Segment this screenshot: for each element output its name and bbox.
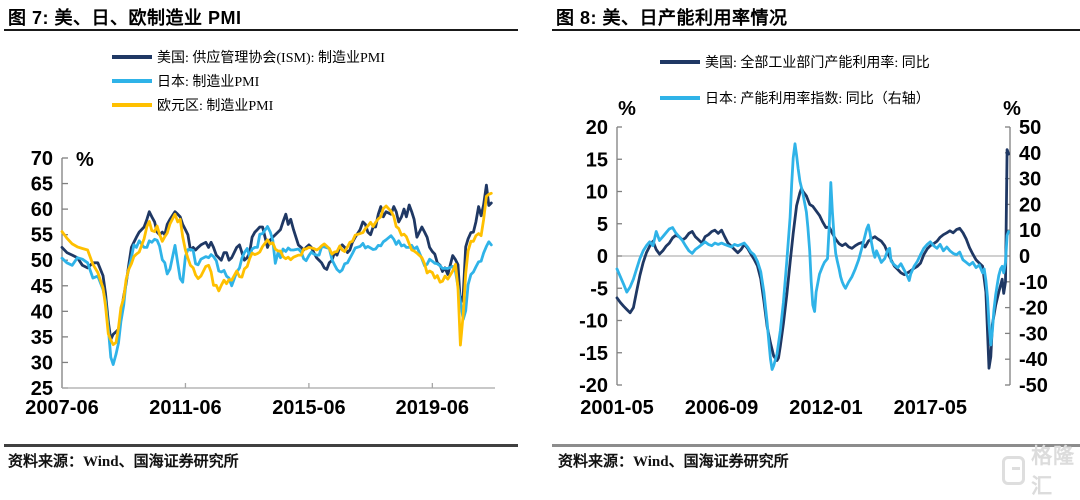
legend-label: 欧元区: 制造业PMI (157, 99, 274, 114)
svg-text:2007-06: 2007-06 (25, 397, 98, 419)
svg-text:45: 45 (31, 276, 53, 298)
figure7-source: 资料来源：Wind、国海证券研究所 (8, 454, 239, 470)
svg-text:25: 25 (31, 378, 53, 400)
svg-text:-20: -20 (1019, 298, 1048, 320)
svg-text:35: 35 (31, 327, 53, 349)
figure7-legend: 美国: 供应管理协会(ISM): 制造业PMI 日本: 制造业PMI 欧元区: … (112, 45, 385, 117)
legend-label: 日本: 制造业PMI (157, 75, 260, 90)
svg-text:-5: -5 (590, 278, 608, 300)
figure8-source-rule (552, 444, 1080, 447)
figure7-title-rule (4, 29, 518, 31)
svg-text:10: 10 (586, 182, 608, 204)
svg-text:40: 40 (1019, 143, 1041, 165)
svg-text:10: 10 (1019, 220, 1041, 242)
legend-label: 美国: 供应管理协会(ISM): 制造业PMI (157, 51, 385, 66)
svg-text:0: 0 (597, 246, 608, 268)
figure8-title-rule (552, 29, 1080, 31)
svg-text:2006-09: 2006-09 (685, 397, 758, 419)
figure8-source: 资料来源：Wind、国海证券研究所 (558, 454, 789, 470)
svg-text:2001-05: 2001-05 (580, 397, 653, 419)
svg-text:20: 20 (1019, 194, 1041, 216)
svg-text:2017-05: 2017-05 (894, 397, 967, 419)
legend-item-eurozone-pmi: 欧元区: 制造业PMI (112, 93, 385, 117)
svg-text:2011-06: 2011-06 (149, 397, 221, 419)
svg-text:40: 40 (31, 301, 53, 323)
figure8-title: 图 8: 美、日产能利用率情况 (556, 8, 788, 28)
svg-text:-40: -40 (1019, 349, 1048, 371)
svg-text:20: 20 (586, 117, 608, 139)
svg-text:%: % (76, 149, 94, 171)
eurozone-line-swatch (112, 103, 152, 107)
us-line-swatch (660, 60, 700, 64)
figure8-legend: 美国: 全部工业部门产能利用率: 同比 日本: 产能利用率指数: 同比（右轴） (660, 50, 930, 110)
svg-text:70: 70 (31, 148, 53, 170)
svg-text:2019-06: 2019-06 (396, 397, 469, 419)
legend-label: 美国: 全部工业部门产能利用率: 同比 (705, 56, 930, 71)
figure7-source-rule (4, 444, 518, 447)
svg-text:-30: -30 (1019, 323, 1048, 345)
legend-item-japan-capacity: 日本: 产能利用率指数: 同比（右轴） (660, 86, 930, 110)
svg-text:30: 30 (31, 352, 53, 374)
legend-item-us-ism: 美国: 供应管理协会(ISM): 制造业PMI (112, 45, 385, 69)
svg-text:-20: -20 (579, 375, 608, 397)
us-line-swatch (112, 55, 152, 59)
figure7-panel: 图 7: 美、日、欧制造业 PMI 美国: 供应管理协会(ISM): 制造业PM… (0, 0, 530, 476)
svg-text:%: % (618, 98, 636, 120)
japan-line-swatch (112, 79, 152, 83)
svg-text:-10: -10 (1019, 272, 1048, 294)
svg-text:2015-06: 2015-06 (272, 397, 345, 419)
legend-label: 日本: 产能利用率指数: 同比（右轴） (705, 92, 930, 107)
svg-text:65: 65 (31, 174, 53, 196)
svg-text:30: 30 (1019, 169, 1041, 191)
svg-text:50: 50 (1019, 117, 1041, 139)
legend-item-us-capacity: 美国: 全部工业部门产能利用率: 同比 (660, 50, 930, 74)
svg-text:-10: -10 (579, 311, 608, 333)
svg-text:0: 0 (1019, 246, 1030, 268)
legend-item-japan-pmi: 日本: 制造业PMI (112, 69, 385, 93)
capacity-utilization-chart: 20151050-5-10-15-2050403020100-10-20-30-… (579, 98, 1048, 419)
svg-text:-15: -15 (579, 343, 608, 365)
svg-text:5: 5 (597, 214, 608, 236)
svg-text:15: 15 (586, 149, 608, 171)
svg-text:55: 55 (31, 225, 53, 247)
svg-text:-50: -50 (1019, 375, 1048, 397)
svg-text:50: 50 (31, 250, 53, 272)
svg-text:60: 60 (31, 199, 53, 221)
figure7-title: 图 7: 美、日、欧制造业 PMI (8, 8, 242, 28)
svg-text:%: % (1003, 98, 1021, 120)
svg-text:2012-01: 2012-01 (789, 397, 862, 419)
japan-line-swatch (660, 96, 700, 100)
